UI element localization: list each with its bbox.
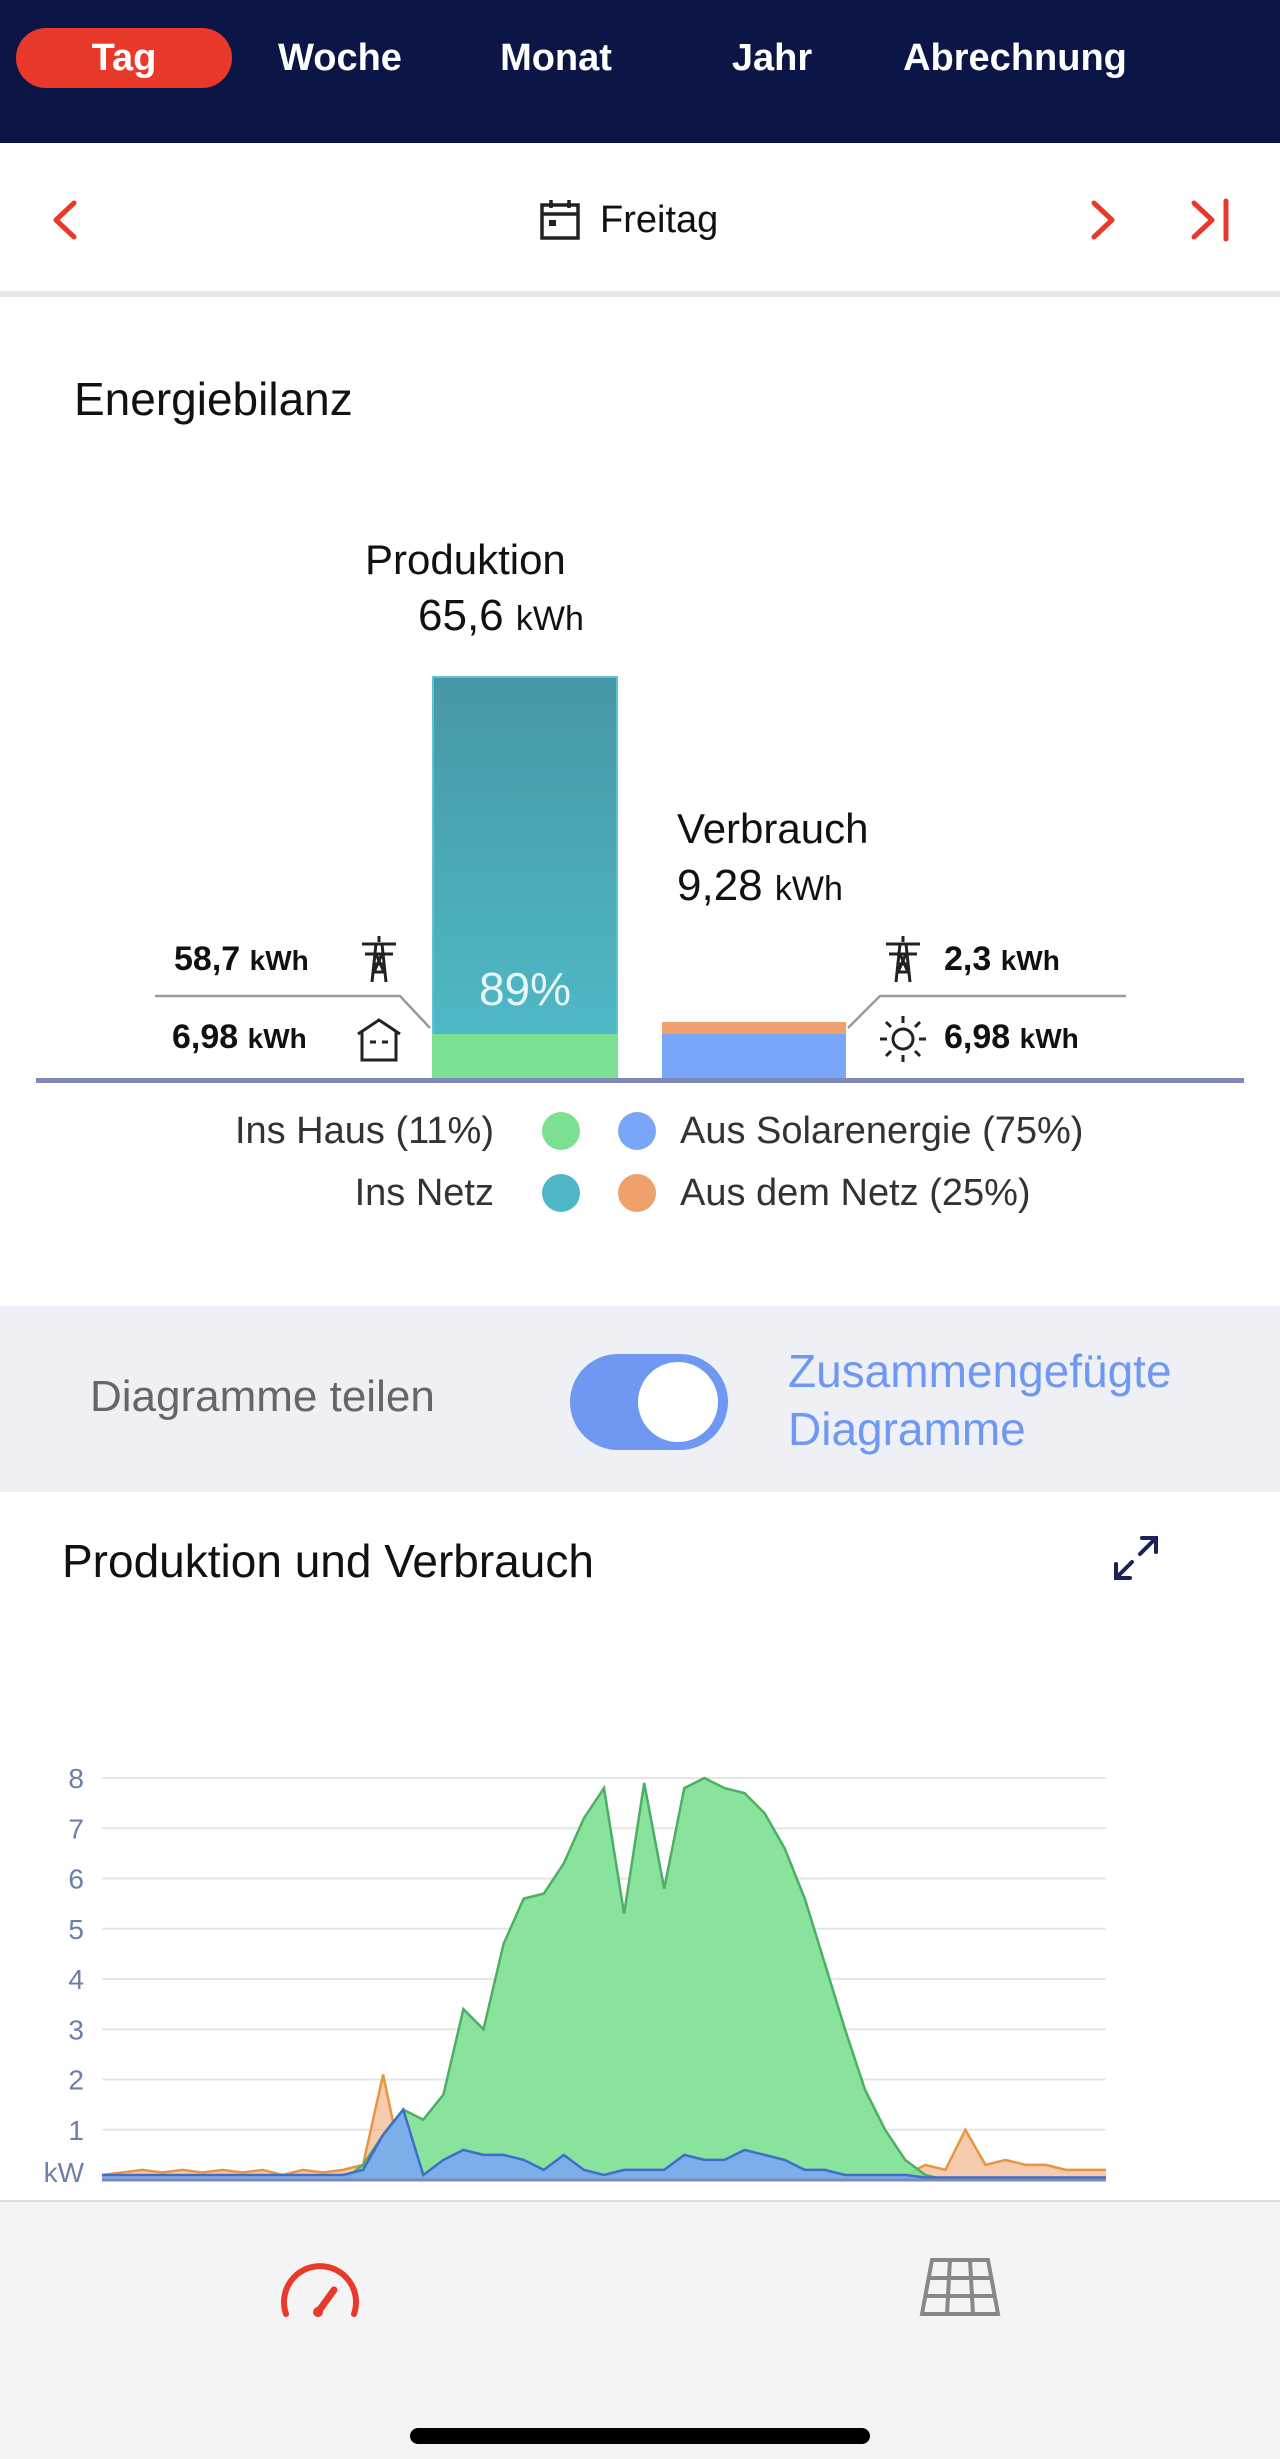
skip-to-end-icon[interactable]: [1186, 195, 1236, 245]
period-tabs: Tag Woche Monat Jahr Abrechnung: [0, 0, 1280, 143]
consumption-amount: 9,28: [677, 861, 763, 910]
speedometer-icon[interactable]: [278, 2254, 362, 2324]
sun-icon: [880, 1016, 926, 1062]
date-picker[interactable]: Freitag: [538, 195, 718, 245]
from-grid-unit: kWh: [1000, 945, 1060, 976]
chevron-left-icon[interactable]: [44, 195, 88, 245]
tab-tag[interactable]: Tag: [16, 28, 232, 88]
from-grid-amount: 2,3: [944, 940, 992, 978]
legend-dot-ins-netz: [542, 1174, 580, 1212]
chart-title: Produktion und Verbrauch: [62, 1535, 594, 1587]
split-diagrams-label[interactable]: Diagramme teilen: [90, 1372, 435, 1421]
balance-baseline: [36, 1078, 1244, 1083]
y-tick-label: 8: [68, 1763, 84, 1794]
consumption-bar-from-solar: [662, 1034, 846, 1080]
legend-dot-ins-haus: [542, 1112, 580, 1150]
production-unit: kWh: [515, 600, 584, 638]
date-label: Freitag: [600, 198, 719, 241]
production-value: 65,6 kWh: [418, 591, 584, 641]
y-tick-label: 5: [68, 1914, 84, 1945]
y-tick-label: 4: [68, 1964, 84, 1995]
y-tick-label: 3: [68, 2014, 84, 2045]
legend-dot-aus-solar: [618, 1112, 656, 1150]
toggle-knob: [638, 1362, 718, 1442]
from-solar-value: 6,98 kWh: [944, 1018, 1079, 1057]
from-grid-value: 2,3 kWh: [944, 940, 1060, 979]
legend-ins-netz: Ins Netz: [354, 1172, 494, 1214]
consumption-label: Verbrauch: [677, 805, 869, 852]
consumption-value: 9,28 kWh: [677, 861, 843, 911]
to-grid-amount: 58,7: [174, 940, 241, 978]
date-navigation: Freitag: [0, 143, 1280, 297]
production-consumption-chart: 1 2 3 4 5 6 7 8 kW: [44, 1763, 1106, 2188]
series-line-1: [102, 2106, 1106, 2179]
y-tick-label: 6: [68, 1864, 84, 1895]
y-tick-label: 7: [68, 1813, 84, 1844]
production-bar-to-grid: [432, 676, 618, 1034]
consumption-unit: kWh: [774, 870, 843, 908]
merged-diagrams-label[interactable]: Zusammengefügte Diagramme: [788, 1342, 1248, 1458]
y-tick-label: 1: [68, 2115, 84, 2146]
diagram-mode-toggle[interactable]: [570, 1354, 728, 1450]
bottom-navigation: [0, 2200, 1280, 2459]
tab-monat[interactable]: Monat: [500, 37, 612, 79]
merged-diagrams-line2: Diagramme: [788, 1403, 1026, 1455]
energy-balance-title: Energiebilanz: [74, 373, 353, 425]
power-pylon-icon: [886, 936, 920, 983]
tab-woche[interactable]: Woche: [278, 37, 402, 79]
legend-dot-aus-netz: [618, 1174, 656, 1212]
to-grid-value: 58,7 kWh: [174, 940, 309, 979]
series-area-0: [102, 1778, 1106, 2180]
production-label: Produktion: [365, 536, 566, 583]
tab-jahr[interactable]: Jahr: [731, 37, 813, 79]
home-indicator: [410, 2428, 870, 2444]
y-tick-label: 2: [68, 2065, 84, 2096]
to-house-amount: 6,98: [172, 1018, 239, 1056]
production-amount: 65,6: [418, 591, 504, 640]
chevron-right-icon[interactable]: [1080, 195, 1124, 245]
legend-aus-solar: Aus Solarenergie (75%): [680, 1110, 1084, 1152]
calendar-icon: [540, 200, 580, 240]
power-pylon-icon: [362, 936, 396, 983]
series-area-2: [102, 2074, 1106, 2180]
to-house-unit: kWh: [247, 1023, 307, 1054]
solar-panel-icon[interactable]: [918, 2256, 1002, 2318]
house-icon: [357, 1018, 401, 1062]
diagram-mode-band: Diagramme teilen Zusammengefügte Diagram…: [0, 1306, 1280, 1492]
expand-icon[interactable]: [1110, 1532, 1162, 1584]
legend-aus-netz: Aus dem Netz (25%): [680, 1172, 1031, 1214]
from-solar-amount: 6,98: [944, 1018, 1011, 1056]
production-to-grid-percent: 89%: [478, 963, 572, 1015]
to-grid-unit: kWh: [249, 945, 309, 976]
merged-diagrams-line1: Zusammengefügte: [788, 1345, 1172, 1397]
to-house-value: 6,98 kWh: [172, 1018, 307, 1057]
y-axis-unit-label: kW: [44, 2157, 85, 2188]
consumption-bar-from-grid: [662, 1022, 846, 1034]
production-bar-to-house: [432, 1034, 618, 1080]
from-solar-unit: kWh: [1019, 1023, 1079, 1054]
legend-ins-haus: Ins Haus (11%): [234, 1110, 494, 1152]
tab-abrechnung[interactable]: Abrechnung: [903, 37, 1127, 79]
